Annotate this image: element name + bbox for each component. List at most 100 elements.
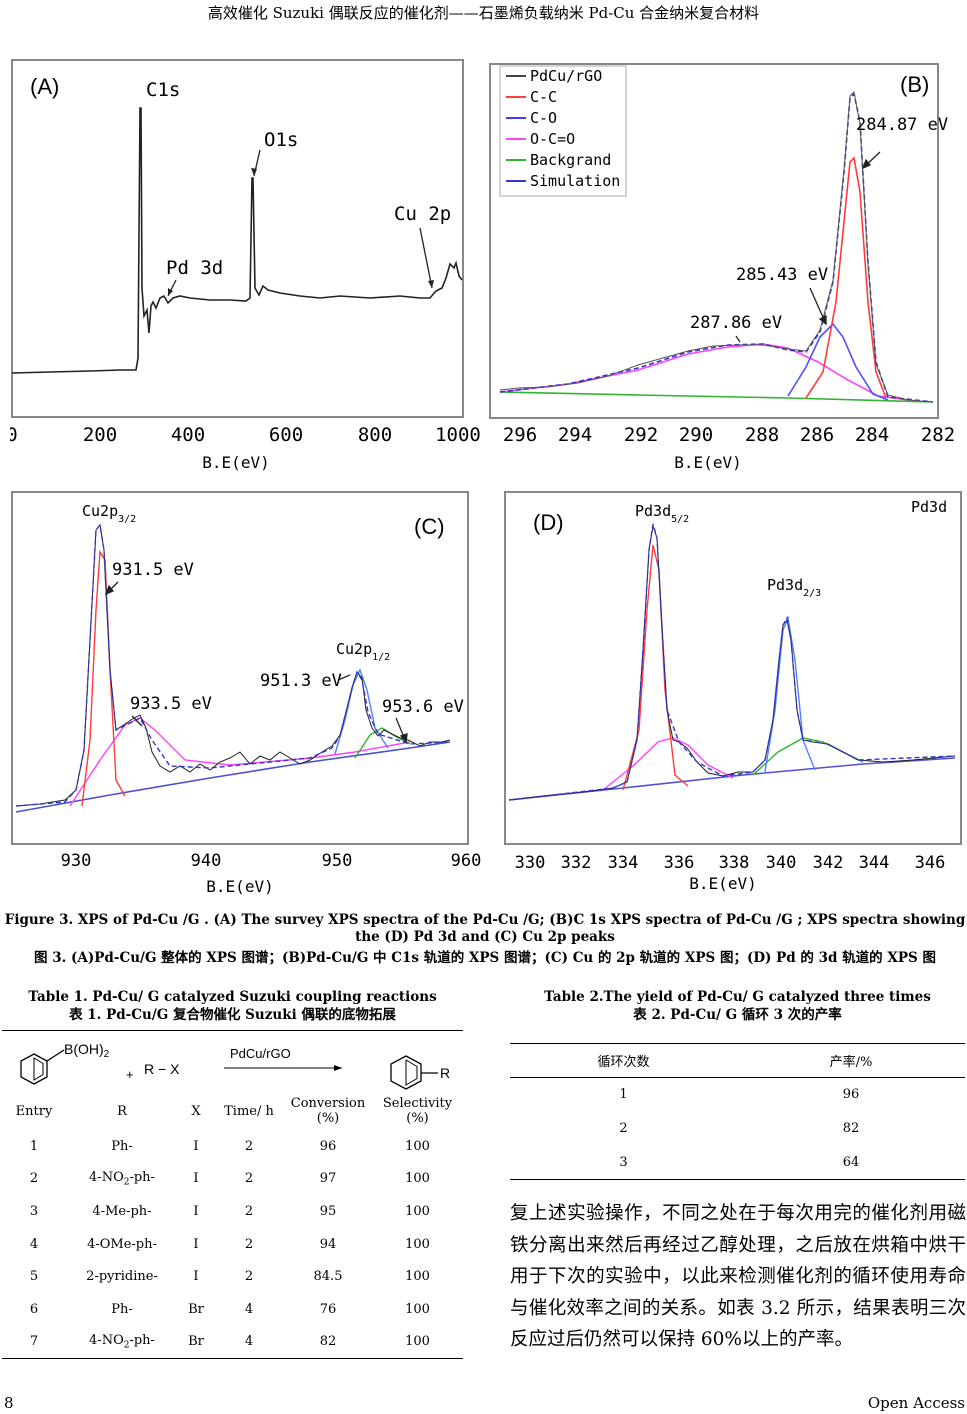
measured-curve [508, 525, 956, 801]
x-tick: 288 [745, 424, 779, 446]
o-c-o-curve [499, 343, 909, 401]
xps-survey-panel: (A) C1s O1s Pd 3d Cu 2p 0 200 400 600 80… [10, 58, 480, 478]
x-ticks: 930 940 950 960 [61, 851, 482, 871]
pd-peak-curve [622, 544, 689, 791]
header-time: Time/ h [224, 1103, 274, 1119]
header-r: R [117, 1103, 127, 1119]
x-tick: 340 [766, 853, 797, 873]
table-row: 2 4-NO2-ph- I 2 97 100 [2, 1163, 463, 1196]
table1-caption: Table 1. Pd-Cu/ G catalyzed Suzuki coupl… [2, 988, 463, 1024]
legend-box [499, 65, 627, 197]
x-tick: 286 [800, 424, 834, 446]
header-entry: Entry [15, 1103, 53, 1119]
selectivity-cell: 100 [405, 1269, 430, 1285]
pd3d52-main: Pd3d [635, 502, 671, 520]
table1-top-rule [2, 1030, 463, 1031]
conversion-cell: 82 [319, 1334, 337, 1350]
table-row: 1 Ph- I 2 96 100 [2, 1130, 463, 1163]
pd3d-label: Pd 3d [166, 257, 223, 279]
r-cell-main: 4-NO [89, 1333, 124, 1349]
running-header: 高效催化 Suzuki 偶联反应的催化剂——石墨烯负载纳米 Pd-Cu 合金纳米… [207, 4, 760, 22]
boronic-main: B(OH) [64, 1041, 104, 1057]
catalyst-label: PdCu/rGO [230, 1046, 291, 1061]
plus-sign: + [126, 1067, 134, 1082]
x-tick: 332 [561, 853, 592, 873]
pd3d32-sub: 2/3 [803, 588, 821, 599]
time-cell: 2 [244, 1203, 254, 1219]
entry-cell: 3 [29, 1203, 39, 1219]
x-ticks: 330 332 334 336 338 340 342 344 346 [515, 853, 946, 873]
time-cell: 2 [244, 1236, 254, 1252]
x-tick: 294 [558, 424, 592, 446]
x-ticks: 0 200 400 600 800 1000 [10, 424, 480, 446]
pd3d52-label: Pd3d5/2 [635, 502, 689, 525]
cu2p12-sub: 1/2 [372, 652, 390, 663]
r-cell-tail: -ph- [129, 1170, 155, 1186]
conversion-cell: 95 [319, 1203, 337, 1219]
measured-curve [15, 523, 451, 807]
x-tick: 334 [608, 853, 639, 873]
conversion-cell: 94 [319, 1236, 337, 1252]
panel-letter: (C) [414, 514, 445, 539]
x-tick: 400 [171, 424, 205, 446]
x-ticks: 296 294 292 290 288 286 284 282 [503, 424, 955, 446]
table-row: 6 Ph- Br 4 76 100 [2, 1293, 463, 1326]
boronic-acid-label: B(OH)2 [64, 1041, 110, 1060]
header-yield: 产率/% [829, 1055, 873, 1070]
r-cell: 4-NO2-ph- [66, 1326, 178, 1359]
selectivity-cell: 100 [405, 1236, 430, 1252]
conversion-cell: 76 [319, 1301, 337, 1317]
background-curve [499, 391, 934, 403]
x-tick: 940 [191, 851, 222, 871]
header-conv-2: (%) [316, 1111, 340, 1126]
measured-curve [499, 90, 934, 403]
entry-cell: 2 [29, 1171, 39, 1187]
suzuki-table: Entry R X Time/ h Conversion (%) Selectiv… [2, 1092, 463, 1359]
r-cell-main: 4-NO [89, 1170, 124, 1186]
c-c-curve [805, 156, 887, 399]
peak-label: 287.86 eV [690, 313, 782, 333]
selectivity-cell: 100 [405, 1301, 430, 1317]
yield-cell: 64 [842, 1154, 860, 1170]
entry-cell: 4 [29, 1236, 39, 1252]
product-r-label: R [440, 1065, 450, 1081]
x-tick: 346 [915, 853, 946, 873]
table-row: 4 4-OMe-ph- I 2 94 100 [2, 1228, 463, 1261]
table-row: 7 4-NO2-ph- Br 4 82 100 [2, 1326, 463, 1359]
yield-cell: 96 [842, 1087, 860, 1103]
selectivity-cell: 100 [405, 1171, 430, 1187]
cu2p12-label: Cu2p1/2 [336, 640, 390, 663]
cu-peak-curve [354, 727, 411, 759]
r-cell: 2-pyridine- [86, 1269, 158, 1285]
journal-name: Open Access [867, 1394, 965, 1412]
cu-peak-curve [81, 549, 126, 807]
header-conversion: Conversion (%) [284, 1092, 372, 1130]
table1-caption-en: Table 1. Pd-Cu/ G catalyzed Suzuki coupl… [28, 989, 437, 1005]
legend-label: Simulation [530, 172, 620, 190]
baseline-curve [508, 757, 956, 801]
table-row: 3 64 [510, 1146, 965, 1180]
pd3d32-main: Pd3d [767, 576, 803, 594]
x-cell: I [193, 1138, 199, 1154]
xps-pd3d-panel: (D) Pd3d5/2 Pd3d2/3 Pd3d 330 332 334 336… [503, 490, 967, 896]
conversion-cell: 84.5 [313, 1269, 343, 1285]
x-cell: Br [188, 1334, 204, 1350]
x-tick: 800 [358, 424, 392, 446]
reaction-scheme: B(OH)2 + R − X PdCu/rGO R [2, 1040, 463, 1096]
recycle-table: 循环次数 产率/% 1 96 2 82 3 64 [510, 1043, 965, 1180]
conversion-cell: 97 [319, 1171, 337, 1187]
x-tick: 930 [61, 851, 92, 871]
table-row: 1 96 [510, 1078, 965, 1112]
x-tick: 344 [859, 853, 890, 873]
r-cell: 4-OMe-ph- [87, 1236, 157, 1252]
table-row: 3 4-Me-ph- I 2 95 100 [2, 1195, 463, 1228]
page-number: 8 [4, 1394, 14, 1412]
header-sel-1: Selectivity [382, 1096, 453, 1111]
r-cell-tail: -ph- [129, 1333, 155, 1349]
x-cell: I [193, 1269, 199, 1285]
benzene-inner-ring-icon [33, 1057, 44, 1081]
legend-label: C-O [530, 109, 557, 127]
cycle-cell: 1 [619, 1087, 628, 1103]
header-x: X [191, 1103, 201, 1119]
baseline-curve [15, 741, 451, 813]
